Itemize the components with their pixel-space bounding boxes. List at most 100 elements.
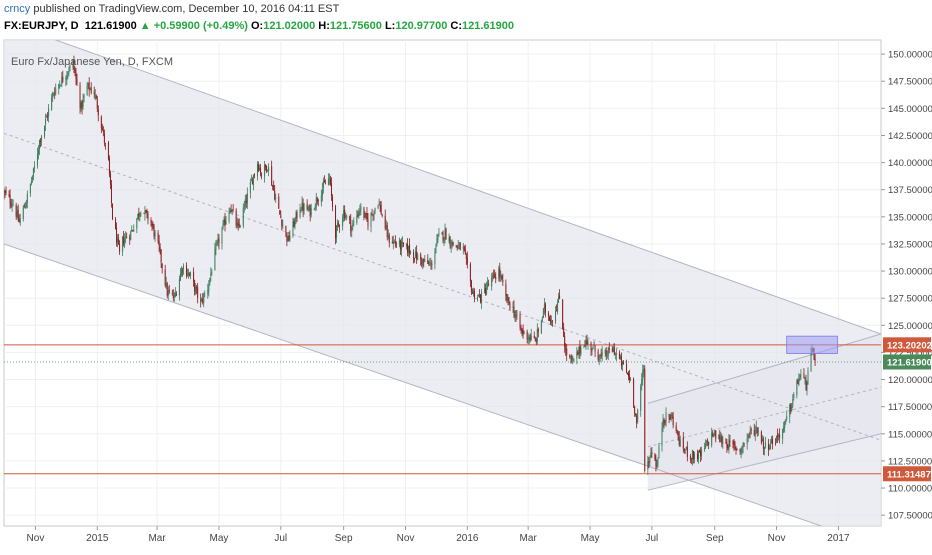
candle-body bbox=[60, 85, 62, 87]
x-tick-label: May bbox=[209, 533, 228, 544]
candle-body bbox=[543, 304, 545, 310]
candle-body bbox=[97, 109, 99, 116]
candle-body bbox=[612, 347, 614, 352]
candle-body bbox=[373, 210, 375, 215]
candle-body bbox=[438, 233, 440, 235]
candle-body bbox=[346, 215, 348, 218]
candle-body bbox=[73, 60, 75, 69]
candle-body bbox=[791, 406, 793, 410]
candle-body bbox=[401, 242, 403, 243]
candle-body bbox=[278, 196, 280, 209]
candle-body bbox=[484, 288, 486, 293]
candle-body bbox=[650, 453, 652, 458]
candle-body bbox=[779, 434, 781, 438]
price-chart[interactable]: Euro Fx/Japanese Yen, D, FXCM 107.500001… bbox=[0, 36, 932, 550]
candle-body bbox=[671, 415, 673, 416]
candle-body bbox=[372, 215, 374, 217]
candle-body bbox=[679, 439, 681, 446]
candle-body bbox=[101, 127, 103, 131]
candle-body bbox=[385, 225, 387, 228]
candle-body bbox=[289, 235, 291, 240]
chart-area[interactable]: Euro Fx/Japanese Yen, D, FXCM 107.50000 1… bbox=[0, 36, 932, 550]
candle-body bbox=[523, 330, 525, 335]
time-axis[interactable]: Nov 2015 Mar May Jul Sep Nov 2016 Mar May Jul Sep No… bbox=[27, 526, 850, 544]
candle-body bbox=[708, 441, 710, 446]
candle-body bbox=[559, 295, 561, 299]
candle-body bbox=[68, 71, 70, 73]
candle-body bbox=[506, 294, 508, 302]
candle-body bbox=[178, 279, 180, 296]
candle-body bbox=[548, 317, 550, 321]
y-tick-label: 117.50000 bbox=[888, 402, 932, 413]
candle-body bbox=[12, 204, 14, 206]
price-tags: 123.20202 111.31487 121.61900 bbox=[883, 337, 932, 482]
candle-body bbox=[65, 77, 67, 80]
candle-body bbox=[762, 439, 764, 449]
candle-body bbox=[321, 189, 323, 197]
level-price-tag-label: 111.31487 bbox=[887, 469, 931, 480]
candle-body bbox=[119, 244, 121, 252]
candle-body bbox=[593, 344, 595, 346]
candle-body bbox=[586, 339, 588, 345]
candle-body bbox=[245, 200, 247, 204]
candle-body bbox=[235, 210, 237, 226]
candle-body bbox=[513, 306, 515, 316]
candle-body bbox=[111, 203, 113, 220]
candle-body bbox=[487, 282, 489, 288]
author-link[interactable]: crncy bbox=[4, 3, 31, 15]
candle-body bbox=[344, 209, 346, 219]
candle-body bbox=[323, 180, 325, 183]
candle-body bbox=[293, 221, 295, 228]
y-tick-label: 112.50000 bbox=[888, 456, 932, 467]
chart-title: Euro Fx/Japanese Yen, D, FXCM bbox=[11, 56, 173, 68]
channel-middle-line[interactable] bbox=[4, 132, 881, 441]
candle-body bbox=[592, 345, 594, 350]
candle-body bbox=[153, 226, 155, 237]
candle-body bbox=[251, 180, 253, 185]
candle-body bbox=[669, 417, 671, 420]
candle-body bbox=[769, 444, 771, 449]
candle-body bbox=[30, 181, 32, 184]
candle-body bbox=[416, 251, 418, 260]
candle-body bbox=[280, 215, 282, 219]
candle-body bbox=[651, 452, 653, 455]
candle-body bbox=[216, 242, 218, 244]
candle-body bbox=[662, 420, 664, 427]
candle-body bbox=[470, 280, 472, 293]
candle-body bbox=[81, 101, 83, 109]
candle-body bbox=[275, 197, 277, 199]
candle-body bbox=[789, 404, 791, 417]
candle-body bbox=[739, 448, 741, 452]
candle-body bbox=[93, 91, 95, 94]
candle-body bbox=[712, 434, 714, 436]
candle-body bbox=[800, 374, 802, 375]
channel-lower-line[interactable] bbox=[4, 243, 881, 547]
candle-body bbox=[565, 348, 567, 350]
price-axis[interactable]: 107.50000 110.00000 112.50000 115.00000 117.… bbox=[881, 50, 932, 522]
candle-body bbox=[132, 230, 134, 232]
candle-body bbox=[570, 356, 572, 358]
resistance-zone-box[interactable] bbox=[786, 335, 838, 354]
candle-body bbox=[613, 347, 615, 356]
candle-body bbox=[445, 228, 447, 240]
channel-upper-line[interactable] bbox=[4, 36, 881, 335]
y-tick-label: 125.00000 bbox=[888, 321, 932, 332]
candle-body bbox=[267, 169, 269, 171]
candle-body bbox=[203, 294, 205, 304]
candle-body bbox=[743, 442, 745, 445]
candle-body bbox=[583, 346, 585, 348]
candle-body bbox=[172, 295, 174, 299]
candle-body bbox=[498, 269, 500, 279]
candle-body bbox=[431, 263, 433, 266]
candle-body bbox=[306, 203, 308, 211]
candle-body bbox=[493, 274, 495, 275]
candle-body bbox=[485, 288, 487, 294]
candle-body bbox=[331, 196, 333, 207]
candle-body bbox=[682, 437, 684, 449]
candle-body bbox=[182, 266, 184, 270]
rising-channel-upper-line[interactable] bbox=[647, 333, 881, 404]
candle-body bbox=[547, 313, 549, 316]
rising-channel-middle-line[interactable] bbox=[647, 386, 881, 448]
rising-channel-lower-line[interactable] bbox=[647, 433, 881, 491]
candle-body bbox=[463, 246, 465, 251]
